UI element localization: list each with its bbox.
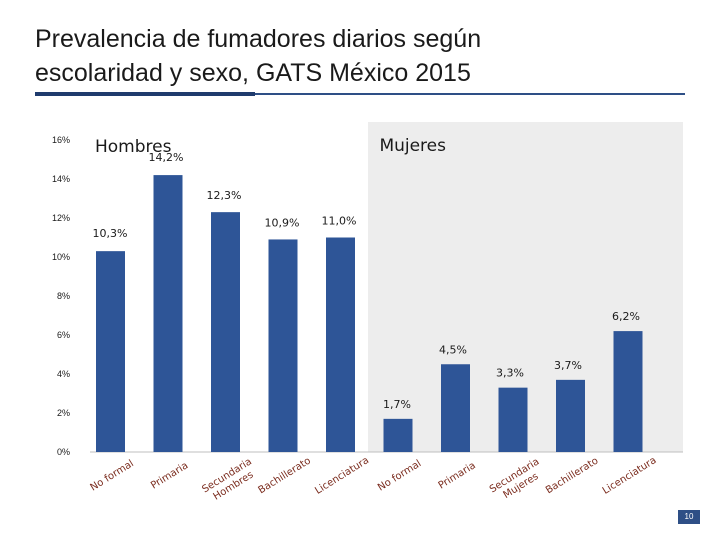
bar-hombres-3 <box>211 212 240 452</box>
page-number: 10 <box>678 510 700 524</box>
bar-hombres-4 <box>268 239 298 452</box>
category-label: Primaria <box>149 460 190 491</box>
data-label: 10,3% <box>93 227 128 240</box>
data-label: 12,3% <box>207 189 242 202</box>
data-label: 1,7% <box>383 398 411 411</box>
y-tick-label: 6% <box>57 330 70 340</box>
y-tick-label: 16% <box>52 135 70 145</box>
bar-mujeres-2 <box>441 364 470 452</box>
bar-mujeres-3 <box>498 387 528 452</box>
panel-title-mujeres: Mujeres <box>379 136 446 156</box>
data-label: 11,0% <box>322 215 357 228</box>
title-line-1: Prevalencia de fumadores diarios según <box>35 25 482 53</box>
y-tick-label: 0% <box>57 447 70 457</box>
y-tick-label: 14% <box>52 174 70 184</box>
y-tick-label: 8% <box>57 291 70 301</box>
bar-mujeres-1 <box>383 418 413 452</box>
data-label: 10,9% <box>265 216 300 229</box>
category-label: Licenciatura <box>313 455 371 497</box>
y-tick-label: 10% <box>52 252 70 262</box>
category-label: Primaria <box>437 460 478 491</box>
y-tick-label: 12% <box>52 213 70 223</box>
page-title: Prevalencia de fumadores diarios según e… <box>35 22 635 90</box>
bar-mujeres-4 <box>556 379 585 452</box>
data-label: 6,2% <box>612 310 640 323</box>
title-line-2: escolaridad y sexo, GATS México 2015 <box>35 59 471 87</box>
data-label: 3,7% <box>554 359 582 372</box>
category-label: Bachillerato <box>256 455 312 496</box>
category-label: Licenciatura <box>601 455 659 497</box>
bar-hombres-2 <box>153 175 183 452</box>
data-label: 3,3% <box>496 367 524 380</box>
category-label: No formal <box>376 458 423 493</box>
bar-mujeres-5 <box>613 331 643 452</box>
bar-hombres-1 <box>96 251 125 452</box>
panel-title-hombres: Hombres <box>95 137 172 157</box>
y-tick-label: 2% <box>57 408 70 418</box>
bar-hombres-5 <box>326 237 355 452</box>
y-tick-label: 4% <box>57 369 70 379</box>
title-underline-accent <box>35 92 255 96</box>
data-label: 4,5% <box>439 343 467 356</box>
category-label: No formal <box>88 458 135 493</box>
title-underline <box>35 93 685 95</box>
category-label: Bachillerato <box>544 455 600 496</box>
data-label: 14,2% <box>149 151 184 164</box>
